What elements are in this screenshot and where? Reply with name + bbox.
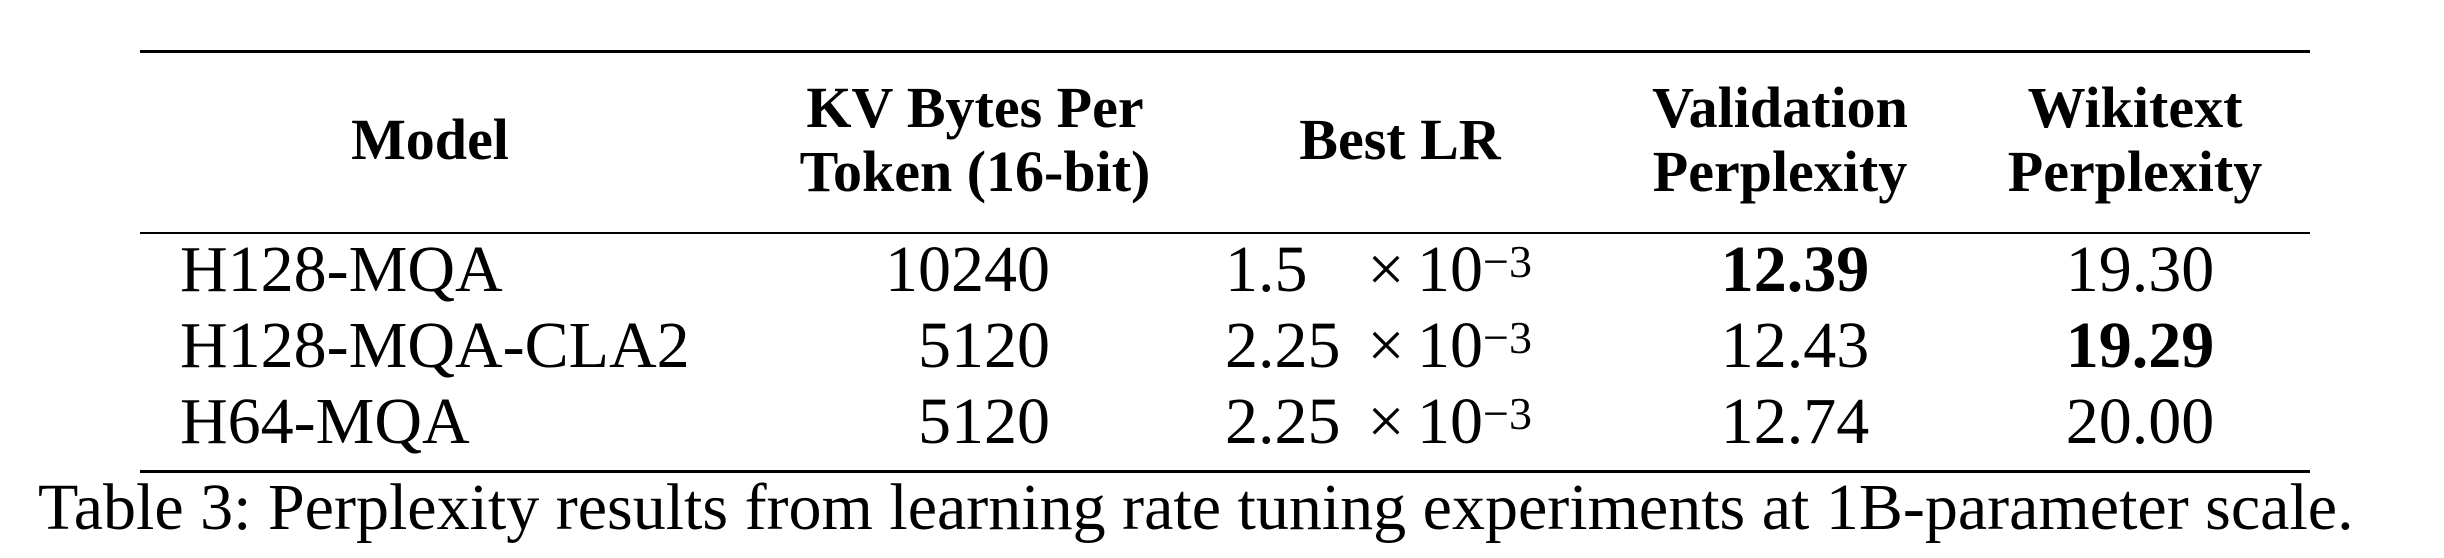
cell-model: H64-MQA: [180, 385, 470, 458]
header-kv-bytes-line-1: KV Bytes Per: [806, 75, 1144, 140]
cell-model: H128-MQA-CLA2: [180, 309, 690, 382]
cell-wikitext: 20.00: [2065, 385, 2215, 458]
lr-times-sign: ×: [1367, 385, 1405, 458]
header-model-line: Model: [351, 107, 509, 172]
header-wikitext-line-2: Perplexity: [2007, 139, 2263, 204]
lr-exponent: −3: [1483, 236, 1532, 287]
lr-base: 10: [1417, 233, 1483, 306]
cell-best-lr: 2.25 × 10−3: [1225, 308, 1605, 384]
lr-mantissa: 2.25: [1225, 309, 1341, 382]
header-wikitext: Wikitext Perplexity: [1985, 76, 2285, 204]
lr-exponent: −3: [1483, 388, 1532, 439]
lr-times-sign: ×: [1367, 309, 1405, 382]
lr-mantissa: 2.25: [1225, 385, 1341, 458]
cell-validation: 12.39: [1720, 233, 1870, 306]
header-validation-line-2: Perplexity: [1652, 139, 1908, 204]
cell-wikitext: 19.29: [2065, 309, 2215, 382]
header-validation-line-1: Validation: [1652, 75, 1908, 140]
top-rule: [140, 50, 2310, 53]
lr-exponent: −3: [1483, 312, 1532, 363]
cell-validation: 12.74: [1720, 385, 1870, 458]
bottom-rule: [140, 470, 2310, 473]
header-kv-bytes: KV Bytes Per Token (16-bit): [765, 76, 1185, 204]
cell-best-lr: 2.25 × 10−3: [1225, 384, 1605, 460]
lr-base: 10: [1417, 385, 1483, 458]
lr-times-sign: ×: [1367, 233, 1405, 306]
cell-model: H128-MQA: [180, 233, 503, 306]
header-wikitext-line-1: Wikitext: [2027, 75, 2243, 140]
table-caption: Table 3: Perplexity results from learnin…: [38, 471, 2354, 544]
cell-wikitext: 19.30: [2065, 233, 2215, 306]
header-model: Model: [330, 108, 530, 172]
header-rule: [140, 232, 2310, 234]
cell-best-lr: 1.5 × 10−3: [1225, 232, 1605, 308]
header-kv-bytes-line-2: Token (16-bit): [799, 139, 1151, 204]
cell-kv-bytes: 10240: [885, 233, 1050, 306]
header-best-lr-line: Best LR: [1299, 107, 1501, 172]
header-best-lr: Best LR: [1260, 108, 1540, 172]
header-validation: Validation Perplexity: [1630, 76, 1930, 204]
lr-mantissa: 1.5: [1225, 233, 1308, 306]
cell-kv-bytes: 5120: [918, 309, 1050, 382]
lr-base: 10: [1417, 309, 1483, 382]
cell-validation: 12.43: [1720, 309, 1870, 382]
cell-kv-bytes: 5120: [918, 385, 1050, 458]
